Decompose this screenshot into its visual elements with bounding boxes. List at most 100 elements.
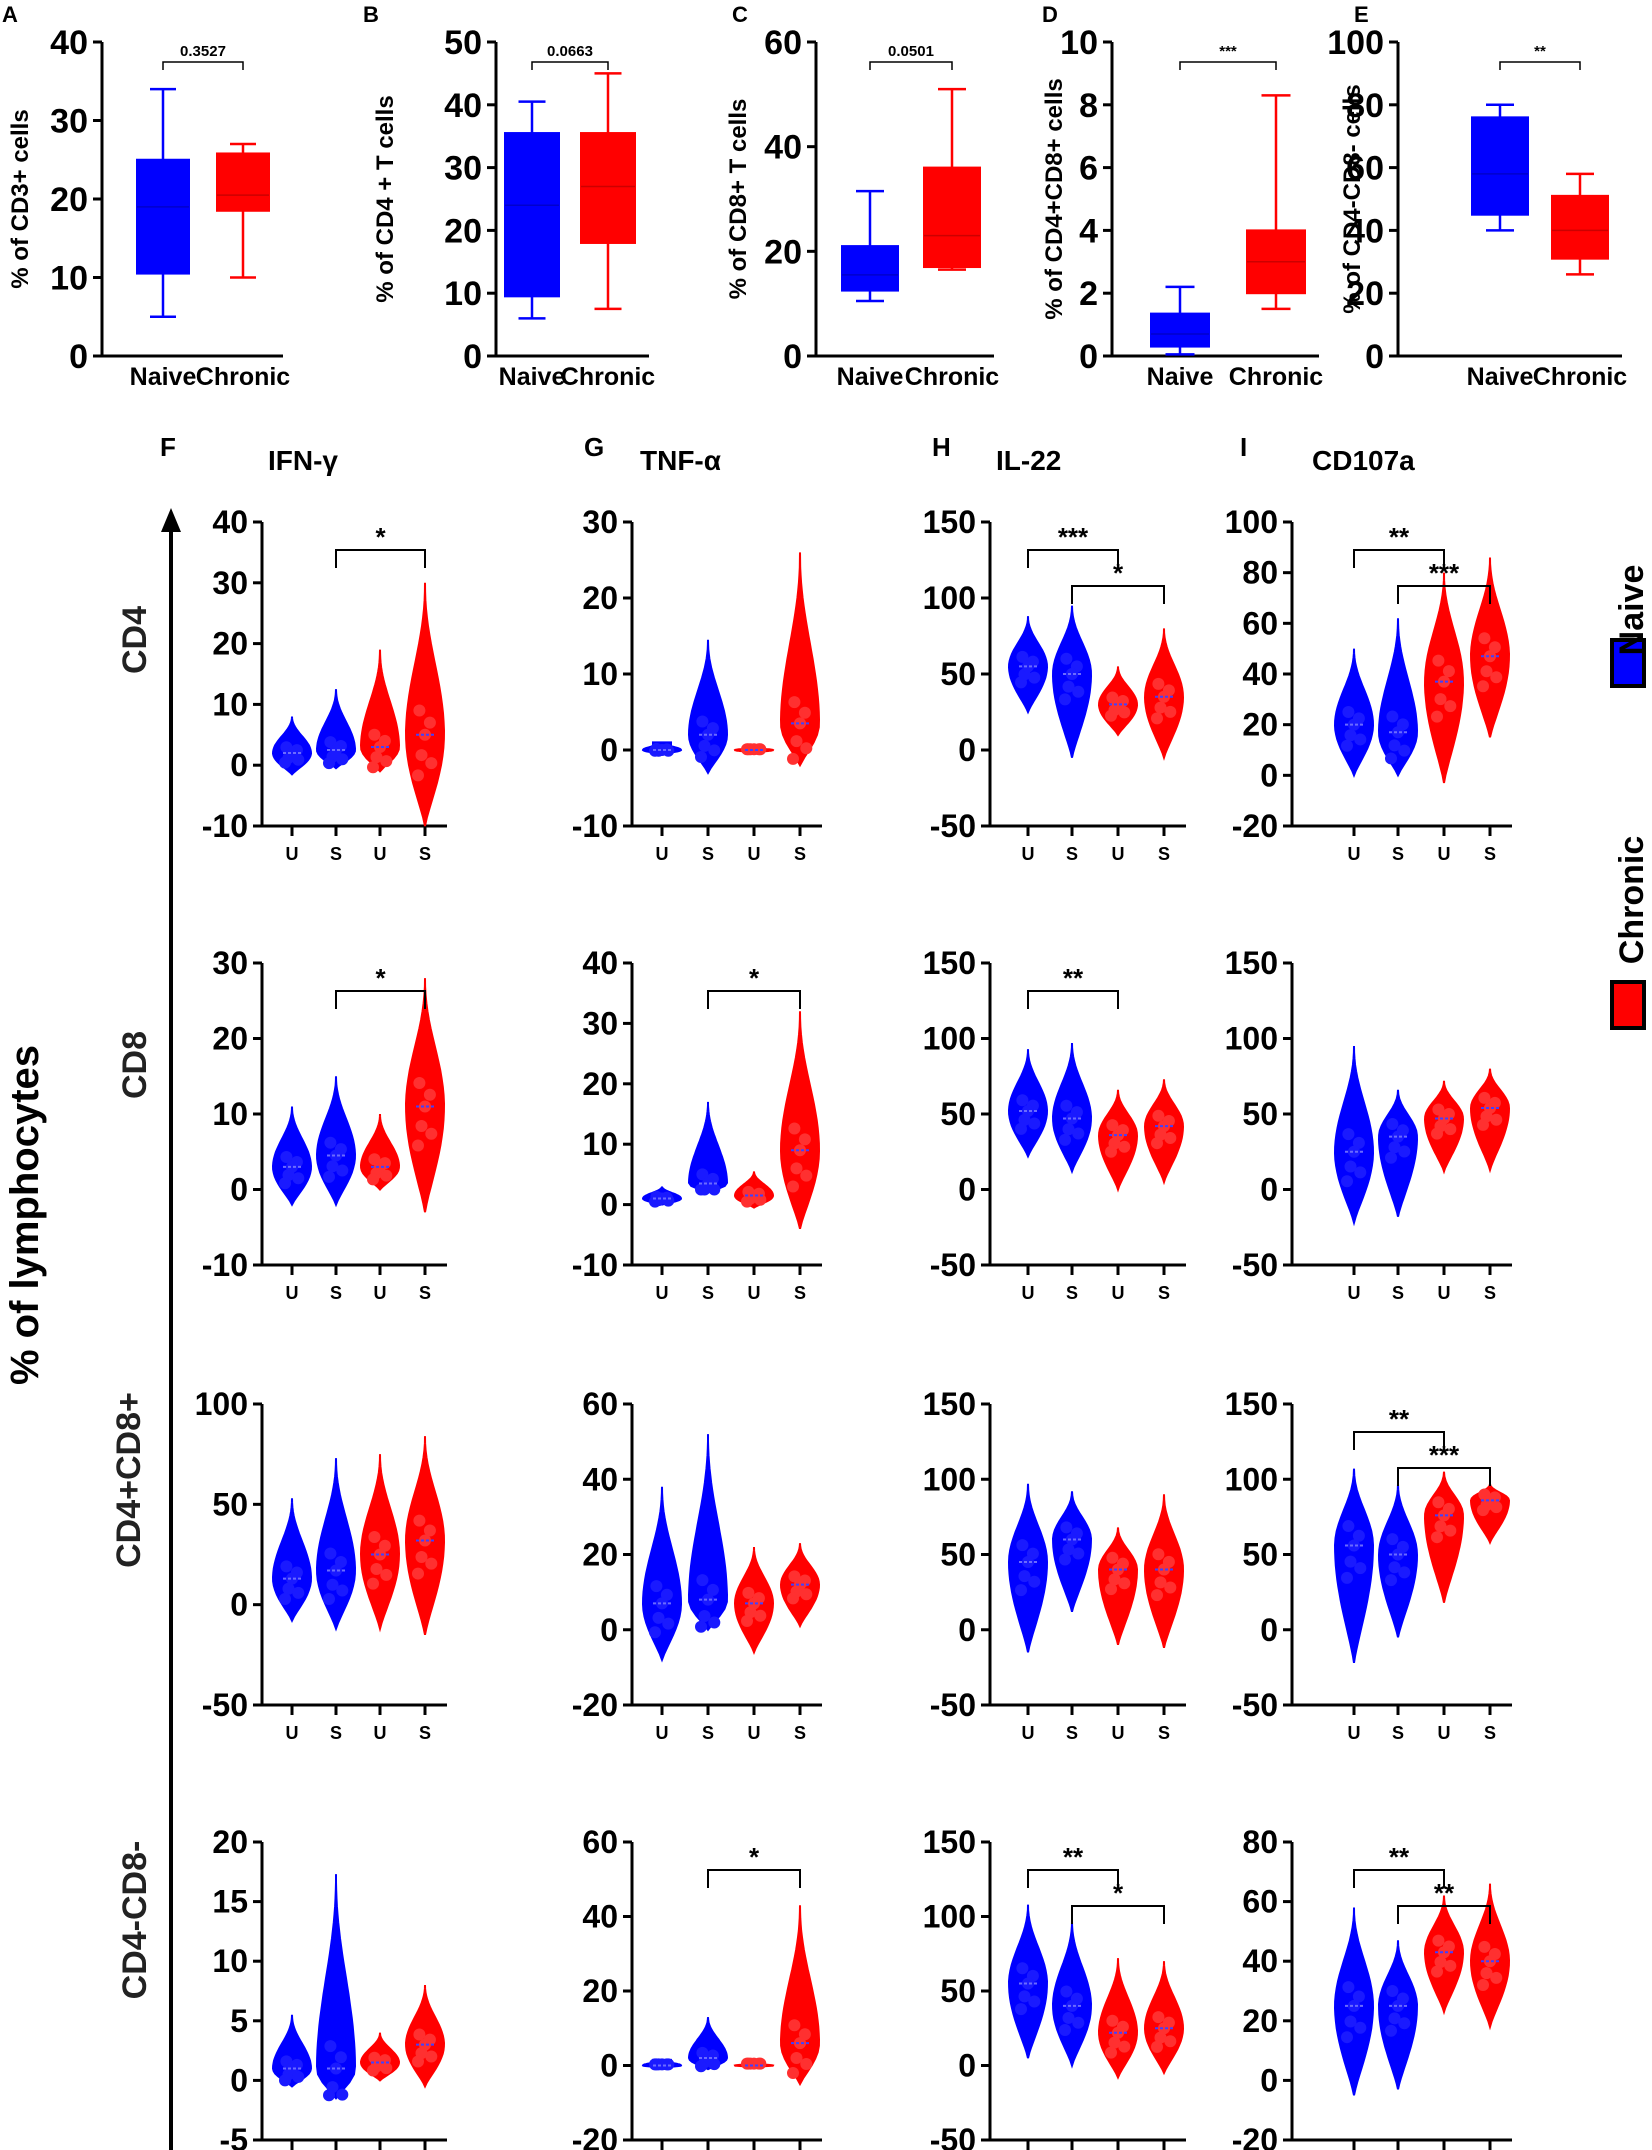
panel-f-cd8-violin-0: U — [271, 1106, 313, 1303]
data-point — [1015, 1122, 1027, 1135]
data-point — [330, 1564, 342, 1577]
data-point — [1105, 709, 1117, 722]
violin-body — [1051, 605, 1093, 758]
data-point — [1060, 1985, 1073, 1998]
data-point — [336, 1164, 349, 1177]
panel-f-cd8-y-tick-label: -10 — [202, 1247, 248, 1283]
data-point — [1392, 1548, 1404, 1561]
box-iqr — [1551, 194, 1609, 260]
data-point — [1158, 1120, 1170, 1133]
data-point — [1478, 632, 1491, 645]
panel-e-y-tick-label: 40 — [1346, 212, 1384, 250]
data-point — [412, 1139, 424, 1152]
panel-i-cd4cd8-y-tick-label: -20 — [1232, 2122, 1278, 2150]
panel-h-cd4-x-tick-label: U — [1022, 844, 1035, 864]
data-point — [1342, 1128, 1355, 1141]
data-point — [708, 1616, 721, 1629]
panel-f-cd8-y-tick-label: 20 — [212, 1021, 248, 1057]
panel-g-cd4-violin-3: S — [779, 552, 821, 864]
data-point — [696, 1168, 709, 1181]
panel-d-box-naive — [1150, 285, 1210, 356]
data-point — [336, 753, 349, 766]
panel-h-cd4cd8-significance-label: ** — [1063, 1842, 1084, 1872]
panel-h-cd4-y-tick-label: 50 — [940, 656, 976, 692]
panel-h-cd8-violin-1: S — [1051, 1042, 1093, 1303]
panel-f-cd4-y-tick-label: 20 — [212, 626, 248, 662]
panel-i-cd8-violin-plot: -50 0 50 100 150 U S U S — [1225, 945, 1512, 1303]
panel-i-cd8-y-tick-label: 50 — [1242, 1096, 1278, 1132]
panel-i-cd4-x-tick-label: U — [1348, 844, 1361, 864]
panel-a-y-axis-label: % of CD3+ cells — [7, 109, 34, 288]
data-point — [649, 1195, 661, 1208]
data-point — [413, 704, 426, 717]
data-point — [419, 1100, 431, 1113]
data-point — [1434, 693, 1447, 706]
panel-i-cd4cd8-significance-label: ** — [1389, 1404, 1410, 1434]
panel-i-cd8-violin-2: U — [1423, 1080, 1465, 1303]
violin-body — [271, 1498, 313, 1624]
data-point — [292, 1586, 305, 1599]
data-point — [1112, 1563, 1124, 1576]
panel-h-cd4-significance-label: * — [1113, 558, 1124, 588]
violin-body — [779, 552, 821, 768]
panel-h-cd8-violin-3: S — [1143, 1079, 1185, 1303]
panel-i-cd8-x-tick-label: U — [1348, 1283, 1361, 1303]
panel-d-y-tick-label: 6 — [1079, 150, 1098, 188]
panel-f-cd8-x-tick-label: U — [286, 1283, 299, 1303]
panel-g-cd8-significance-label: * — [749, 963, 760, 993]
data-point — [279, 1177, 291, 1190]
row-label-dn: CD4-CD8- — [116, 1841, 154, 2000]
data-point — [1478, 1091, 1491, 1104]
violin-body — [1377, 1089, 1419, 1217]
panel-c-significance-bracket — [869, 61, 953, 70]
data-point — [1398, 2017, 1411, 2030]
data-point — [1154, 701, 1167, 714]
panel-i-cd4cd8-significance-bracket — [1353, 1869, 1445, 1888]
data-point — [423, 1088, 436, 1101]
data-point — [1341, 2031, 1353, 2044]
panel-f-cd4-y-tick-label: 10 — [212, 686, 248, 722]
panel-i-cd4-y-tick-label: 100 — [1225, 504, 1278, 540]
panel-f-cd4-y-tick-label: 30 — [212, 565, 248, 601]
panel-e-box-chronic — [1551, 172, 1609, 276]
panel-h-cd8-x-tick-label: S — [1066, 1283, 1078, 1303]
panel-d-y-tick-label: 2 — [1079, 275, 1098, 313]
data-point — [748, 1597, 760, 1610]
data-point — [324, 2040, 337, 2053]
data-point — [1016, 650, 1029, 663]
panel-h-cd4cd8-y-tick-label: 0 — [958, 2048, 976, 2084]
panel-i-cd4-y-tick-label: 80 — [1242, 555, 1278, 591]
data-point — [367, 2064, 379, 2077]
panel-h-cd4cd8-violin-0: U — [1007, 1904, 1049, 2150]
panel-i-cd4cd8-violin-1: S — [1377, 1483, 1419, 1743]
panel-f-cd4cd8-violin-3: S — [404, 1436, 446, 1743]
data-point — [1388, 2012, 1401, 2025]
panel-d-p-value: *** — [1219, 43, 1237, 60]
data-point — [323, 757, 335, 770]
panel-b-letter: B — [363, 2, 379, 27]
panel-i-cd8-violin-3: S — [1469, 1068, 1511, 1303]
panel-h-cd4cd8-y-tick-label: 50 — [940, 1537, 976, 1573]
panel-f-cd4cd8-violin-1: S — [315, 1458, 357, 1743]
data-point — [1434, 1955, 1447, 1968]
row-label-cd8: CD8 — [116, 1031, 154, 1099]
panel-f-cd8-significance-bracket — [335, 990, 426, 1009]
panel-g-cd4cd8-x-tick-label: U — [656, 1723, 669, 1743]
violin-body — [1377, 618, 1419, 778]
data-point — [326, 1160, 339, 1173]
data-point — [1354, 1166, 1367, 1179]
data-point — [1398, 744, 1411, 757]
data-point — [790, 2052, 803, 2065]
data-point — [1385, 1151, 1397, 1164]
panel-g-cd4cd8-violin-1: S — [687, 2017, 729, 2150]
data-point — [788, 2019, 801, 2032]
data-point — [1348, 1145, 1360, 1158]
data-point — [374, 1548, 386, 1561]
data-point — [1388, 1561, 1401, 1574]
panel-h-cd8-y-tick-label: 0 — [958, 1172, 976, 1208]
panel-f-cd4cd8-y-tick-label: -50 — [202, 1687, 248, 1723]
data-point — [1152, 1548, 1165, 1561]
panel-h-cd8-x-tick-label: S — [1158, 1283, 1170, 1303]
data-point — [1392, 1999, 1404, 2012]
data-point — [330, 1149, 342, 1162]
